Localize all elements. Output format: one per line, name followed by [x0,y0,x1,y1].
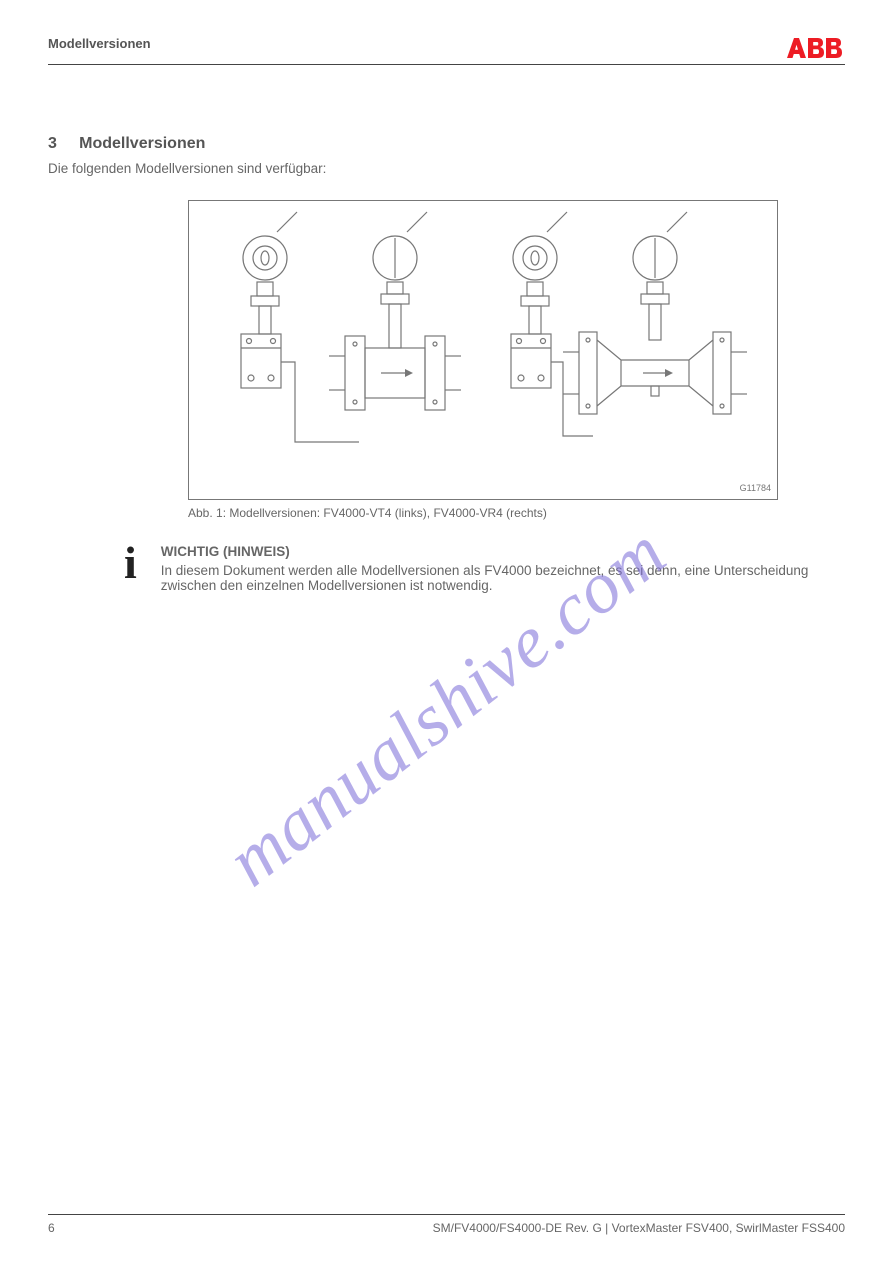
figure-caption: Abb. 1: Modellversionen: FV4000-VT4 (lin… [188,506,845,520]
notice-heading: WICHTIG (HINWEIS) [161,544,845,559]
notice-block: i WICHTIG (HINWEIS) In diesem Dokument w… [124,544,845,593]
section-model-versions: 3 Modellversionen Die folgenden Modellve… [48,135,845,593]
page-footer: 6 SM/FV4000/FS4000-DE Rev. G | VortexMas… [48,1214,845,1235]
page-number: 6 [48,1221,55,1235]
figure-prefix: Abb. 1: [188,506,226,520]
diagram-id-label: G11784 [740,483,771,493]
abb-logo [785,36,845,60]
doc-ref: SM/FV4000/FS4000-DE Rev. G | VortexMaste… [433,1221,845,1235]
header-title: Modellversionen [48,36,151,51]
notice-body: In diesem Dokument werden alle Modellver… [161,563,809,593]
section-title: Modellversionen [79,135,205,152]
notice-text: WICHTIG (HINWEIS) In diesem Dokument wer… [161,544,845,593]
section-heading: 3 Modellversionen [48,135,845,153]
section-number: 3 [48,135,57,152]
section-intro-text: Die folgenden Modellversionen sind verfü… [48,161,845,176]
page-header: Modellversionen [48,36,845,65]
figure-text: Modellversionen: FV4000-VT4 (links), FV4… [229,506,546,520]
model-diagram: G11784 [188,200,778,500]
info-icon: i [124,540,137,586]
